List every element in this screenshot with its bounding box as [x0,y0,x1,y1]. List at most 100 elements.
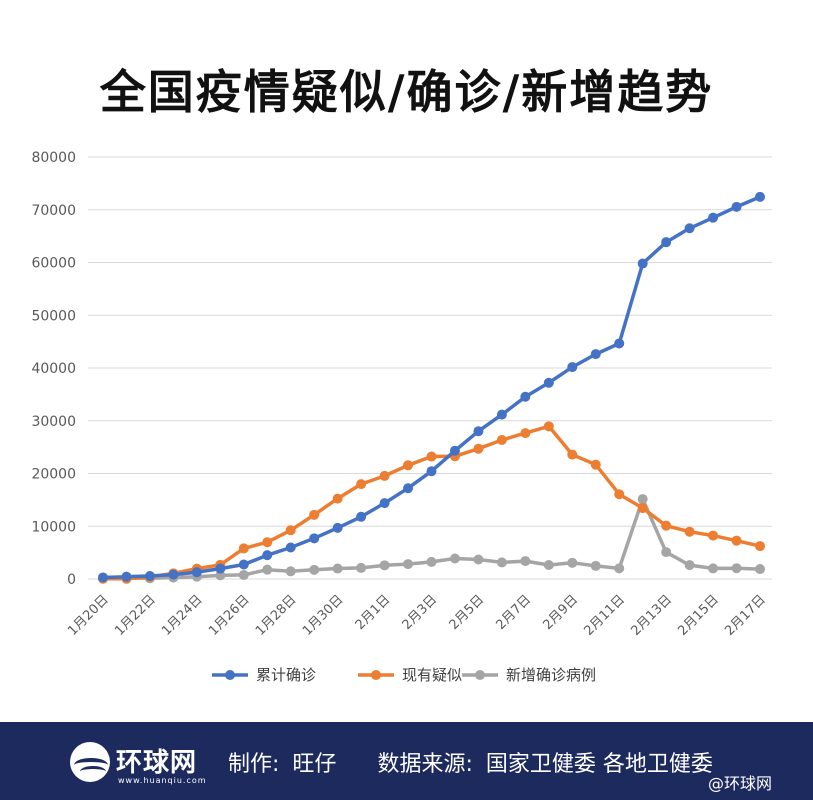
legend-label: 累计确诊 [256,666,316,684]
data-point [309,509,320,520]
data-point [121,571,132,582]
data-point [708,563,719,574]
data-point [590,560,601,571]
data-point [590,459,601,470]
y-tick-label: 20000 [31,467,76,483]
grid-lines [88,156,772,580]
data-point [614,563,625,574]
chart-title: 全国疫情疑似/确诊/新增趋势 [99,65,714,119]
data-point [637,494,648,505]
data-point [332,493,343,504]
y-tick-label: 0 [67,572,76,588]
data-point [520,428,531,439]
x-tick-label: 2月13日 [628,592,675,639]
x-tick-label: 1月28日 [253,592,300,639]
data-point [684,560,695,571]
data-point [520,556,531,567]
data-point [543,377,554,388]
globe-logo-icon [70,742,110,782]
data-point [449,445,460,456]
data-point [755,564,765,575]
legend-item: 现有疑似 [358,666,462,684]
data-point [731,563,742,574]
data-point [567,557,578,568]
footer-credits: 制作: 旺仔 数据来源: 国家卫健委 各地卫健委 [228,746,719,778]
y-tick-label: 60000 [31,256,76,272]
data-point [238,569,249,580]
data-point [684,223,695,234]
data-point [473,426,484,437]
data-point [98,572,108,583]
data-point [379,470,390,481]
x-tick-label: 1月22日 [112,592,159,639]
data-point [496,434,507,445]
data-point [309,564,320,575]
data-point [708,212,719,223]
data-point [309,533,320,544]
data-point [403,460,414,471]
series-group [98,191,765,584]
producer-label: 制作: [228,752,280,777]
data-point [285,566,296,577]
series-line [102,424,761,581]
legend-marker [371,670,381,680]
data-point [238,543,249,554]
x-tick-label: 2月9日 [540,592,581,633]
data-point [426,466,437,477]
line-chart: 0 10000 20000 30000 40000 50000 60000 70000 8000… [31,150,772,684]
data-point [285,542,296,553]
y-tick-label: 80000 [31,150,76,166]
legend-label: 现有疑似 [402,666,462,684]
data-point [426,556,437,567]
y-tick-label: 70000 [31,203,76,219]
data-point [262,550,273,561]
source-label: 数据来源: [377,752,473,777]
data-point [144,570,155,581]
data-point [708,530,719,541]
data-point [614,489,625,500]
data-point [262,564,273,575]
data-point [356,511,367,522]
data-point [356,562,367,573]
data-point [661,520,672,531]
data-point [755,541,765,552]
data-point [637,503,648,514]
logo-text: 环球网 [116,748,198,778]
data-point [403,483,414,494]
data-point [238,559,249,570]
data-point [590,349,601,360]
data-point [473,443,484,454]
data-point [661,237,672,248]
x-tick-label: 1月26日 [206,592,253,639]
data-point [731,201,742,212]
data-point [637,258,648,269]
data-point [473,554,484,565]
data-point [755,191,765,202]
data-point [379,560,390,571]
y-tick-label: 40000 [31,361,76,377]
data-point [614,338,625,349]
x-tick-label: 2月3日 [400,592,441,633]
data-point [191,567,202,578]
data-point [684,526,695,537]
y-tick-label: 30000 [31,414,76,430]
data-point [332,563,343,574]
data-point [496,557,507,568]
legend-item: 新增确诊病例 [462,666,596,684]
data-point [403,559,414,570]
data-point [520,391,531,402]
data-point [285,525,296,536]
x-tick-label: 2月5日 [447,592,488,633]
data-point [567,449,578,460]
data-point [332,522,343,533]
source-value: 国家卫健委 各地卫健委 [485,752,713,777]
x-tick-label: 1月24日 [159,592,206,639]
data-point [379,498,390,509]
y-tick-label: 10000 [31,519,76,535]
data-point [496,409,507,420]
data-point [426,451,437,462]
x-tick-label: 2月7日 [493,592,534,633]
x-tick-label: 2月1日 [353,592,394,633]
y-axis-ticks: 0 10000 20000 30000 40000 50000 60000 70000 8000… [31,150,76,588]
weibo-watermark: @环球网 [708,774,773,793]
